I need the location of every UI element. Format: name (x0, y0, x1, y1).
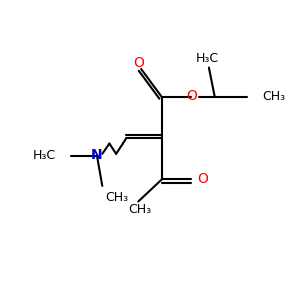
Text: CH₃: CH₃ (128, 203, 151, 216)
Text: H₃C: H₃C (33, 149, 56, 162)
Text: H₃C: H₃C (196, 52, 219, 64)
Text: CH₃: CH₃ (105, 190, 128, 204)
Text: O: O (186, 88, 197, 103)
Text: N: N (91, 148, 103, 162)
Text: CH₃: CH₃ (262, 90, 285, 103)
Text: O: O (197, 172, 208, 186)
Text: O: O (134, 56, 145, 70)
